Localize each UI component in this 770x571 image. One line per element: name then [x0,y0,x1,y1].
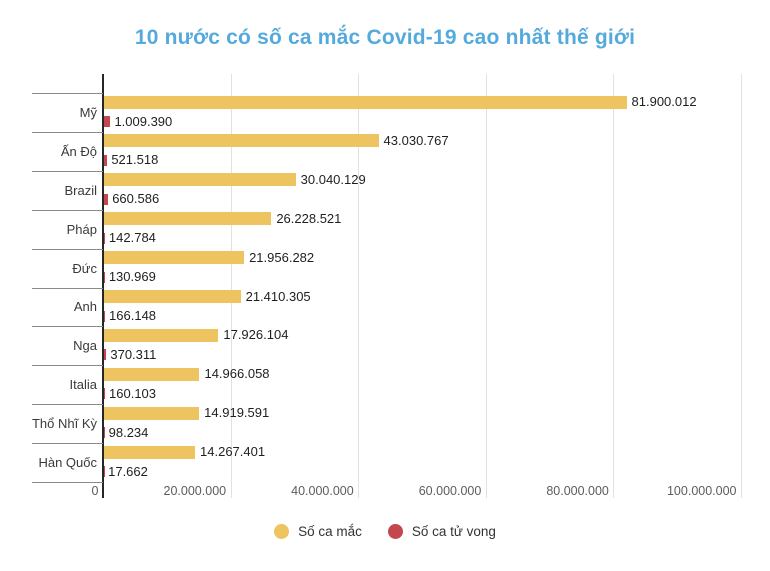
category-label: Nga [73,338,97,354]
cases-bar [104,290,241,303]
legend-dot-icon [387,524,403,539]
cases-bar [104,445,196,459]
cases-value-label: 14.267.401 [200,444,266,460]
legend-item: Số ca mắc [274,524,362,539]
category-label: Đức [72,260,97,276]
x-tick-label: 20.000.000 [163,484,227,498]
cases-bar [104,95,627,109]
legend-dot-icon [274,524,290,539]
category-label: Ấn Độ [60,143,97,159]
x-tick-label: 60.000.000 [418,484,482,498]
category-label: Thổ Nhĩ Kỳ [31,416,97,432]
row-separator [32,131,103,133]
cases-value-label: 26.228.521 [276,210,342,226]
x-tick-label: 100.000.000 [666,484,737,498]
deaths-bar [104,310,106,322]
deaths-value-label: 130.969 [108,269,156,285]
cases-value-label: 14.919.591 [204,405,270,421]
cases-value-label: 81.900.012 [631,94,697,109]
gridline [741,74,742,498]
row-separator [32,365,103,367]
cases-bar [104,251,245,265]
row-separator [32,404,103,406]
category-label: Pháp [66,221,97,237]
row-separator [32,93,103,94]
deaths-bar [104,388,106,400]
gridline [230,74,232,498]
x-tick-label: 0 [91,484,99,498]
cases-bar [104,406,200,420]
cases-value-label: 17.926.104 [223,327,289,343]
y-axis-line [102,74,104,498]
legend-item: Số ca tử vong [387,524,496,539]
row-separator [32,209,103,211]
deaths-value-label: 160.103 [109,385,157,401]
cases-bar [104,367,200,381]
deaths-value-label: 370.311 [110,346,157,362]
row-separator [32,287,103,289]
gridline [613,74,615,498]
chart-title: 10 nước có số ca mắc Covid-19 cao nhất t… [134,26,636,49]
category-label: Brazil [64,182,97,198]
deaths-value-label: 17.662 [108,463,148,479]
deaths-value-label: 521.518 [111,152,159,168]
deaths-bar [104,427,105,439]
category-label: Italia [69,377,97,393]
deaths-value-label: 1.009.390 [114,113,173,129]
legend-label: Số ca mắc [298,524,362,539]
gridline [358,74,360,498]
deaths-bar [104,154,108,166]
deaths-bar [104,349,107,361]
deaths-bar [104,193,109,205]
category-label: Hàn Quốc [38,455,97,471]
category-label: Anh [73,299,97,315]
cases-bar [104,134,379,148]
cases-value-label: 14.966.058 [204,366,270,382]
cases-value-label: 21.410.305 [245,288,311,304]
row-separator [32,170,103,172]
x-tick-label: 80.000.000 [546,484,609,498]
row-separator [32,443,103,445]
row-separator [32,482,103,483]
cases-value-label: 43.030.767 [383,132,449,148]
deaths-value-label: 166.148 [109,308,157,323]
x-tick-label: 40.000.000 [291,484,354,498]
gridline [485,74,487,498]
category-label: Mỹ [79,104,97,120]
deaths-value-label: 98.234 [108,424,149,440]
cases-bar [104,212,272,226]
deaths-value-label: 660.586 [112,191,160,207]
cases-value-label: 21.956.282 [249,249,315,265]
row-separator [32,326,103,328]
deaths-value-label: 142.784 [108,230,156,246]
cases-value-label: 30.040.129 [300,171,366,187]
cases-bar [104,328,219,342]
deaths-bar [104,116,111,127]
deaths-bar [104,232,105,244]
legend-label: Số ca tử vong [411,524,496,539]
deaths-bar [104,271,105,283]
legend: Số ca mắc Số ca tử vong [0,524,770,539]
row-separator [32,248,103,250]
cases-bar [104,173,296,187]
